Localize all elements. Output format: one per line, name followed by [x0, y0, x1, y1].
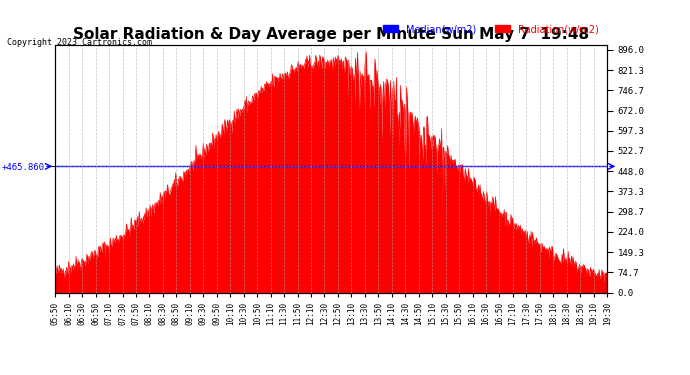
Title: Solar Radiation & Day Average per Minute Sun May 7  19:48: Solar Radiation & Day Average per Minute… — [73, 27, 589, 42]
Text: Copyright 2023 Cartronics.com: Copyright 2023 Cartronics.com — [7, 38, 152, 47]
Legend: Median(w/m2), Radiation(w/m2): Median(w/m2), Radiation(w/m2) — [380, 20, 602, 38]
